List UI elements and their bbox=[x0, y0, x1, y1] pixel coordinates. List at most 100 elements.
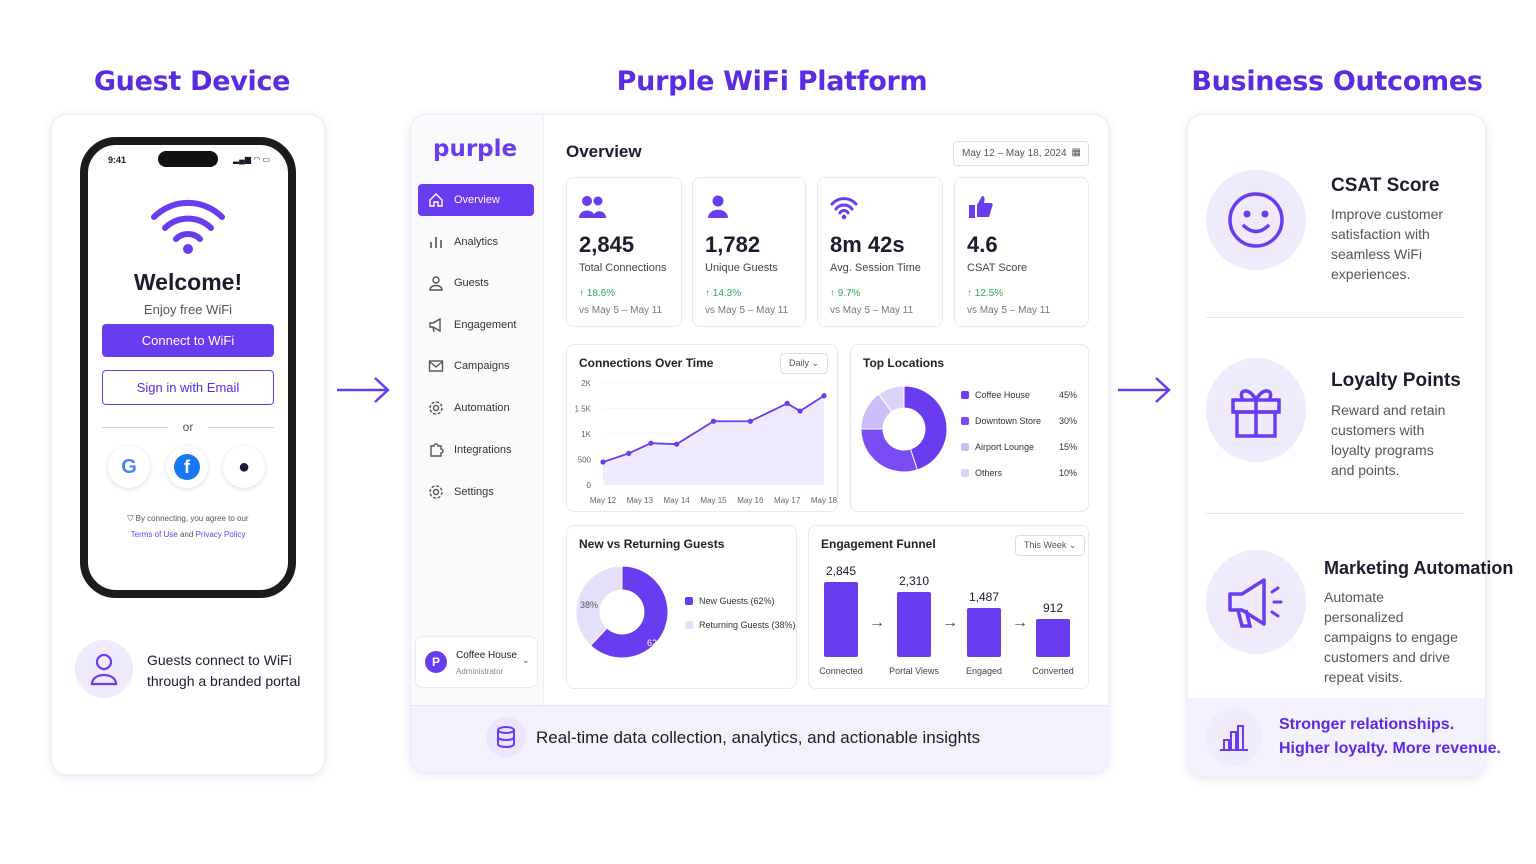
user-icon bbox=[429, 276, 443, 291]
kpi-change: ↑ 14.3% bbox=[705, 288, 742, 299]
chart-title: New vs Returning Guests bbox=[579, 537, 725, 551]
funnel-value: 1,487 bbox=[968, 590, 1000, 605]
legend-swatch bbox=[685, 621, 693, 629]
kpi-card: 2,845 Total Connections ↑ 18.6% vs May 5 – … bbox=[566, 177, 682, 327]
legal-text: ⛉ By connecting, you agree to our bbox=[88, 514, 288, 524]
legend-item: Airport Lounge bbox=[961, 442, 1034, 452]
avatar: P bbox=[425, 651, 447, 673]
guest-caption: Guests connect to WiFi through a branded… bbox=[147, 652, 301, 689]
kpi-comparison: vs May 5 – May 11 bbox=[830, 305, 914, 316]
kpi-comparison: vs May 5 – May 11 bbox=[967, 305, 1051, 316]
kpi-label: Total Connections bbox=[579, 262, 667, 274]
sidebar-item-label: Engagement bbox=[454, 319, 517, 331]
outcome-footer-line1: Stronger relationships. bbox=[1279, 716, 1455, 733]
funnel-label: Engaged bbox=[965, 666, 1003, 676]
legend-value: 10% bbox=[1059, 468, 1078, 478]
outcome-footer-line2: Higher loyalty. More revenue. bbox=[1279, 740, 1501, 757]
date-range-picker[interactable]: May 12 – May 18, 2024 ▦ bbox=[953, 141, 1089, 166]
account-name: Coffee House bbox=[456, 650, 517, 661]
y-tick-label: 0 bbox=[587, 481, 592, 490]
funnel-label: Converted bbox=[1032, 666, 1074, 676]
new-returning-card: New vs Returning Guests 62% 38% New Guest… bbox=[566, 525, 797, 689]
donut-slice-1 bbox=[575, 565, 623, 647]
funnel-value: 2,845 bbox=[825, 564, 857, 578]
top-locations-card: Top Locations Coffee House 45% Downtown St… bbox=[850, 344, 1089, 512]
arrow-right-icon bbox=[337, 377, 390, 403]
facebook-signin-button[interactable]: f bbox=[166, 446, 208, 488]
sign-in-email-button[interactable]: Sign in with Email bbox=[102, 370, 274, 405]
data-point bbox=[710, 418, 717, 424]
locations-donut bbox=[860, 385, 948, 473]
legend-item: Downtown Store bbox=[961, 416, 1041, 426]
data-point bbox=[626, 450, 632, 456]
terms-link[interactable]: Terms of Use bbox=[130, 530, 178, 539]
home-icon bbox=[429, 193, 443, 207]
section-title-guest: Guest Device bbox=[93, 66, 291, 97]
donut-slice-3 bbox=[878, 385, 905, 413]
section-title-platform: Purple WiFi Platform bbox=[616, 66, 928, 97]
donut-slice-0 bbox=[903, 385, 948, 471]
section-title-outcomes: Business Outcomes bbox=[1191, 66, 1483, 97]
sidebar-item-label: Overview bbox=[454, 194, 500, 206]
arrow-right-icon: → bbox=[869, 614, 885, 631]
legend-item: Others bbox=[961, 468, 1002, 478]
chart-title: Engagement Funnel bbox=[821, 537, 936, 551]
google-signin-button[interactable]: G bbox=[108, 446, 150, 488]
connect-wifi-button[interactable]: Connect to WiFi bbox=[102, 324, 274, 357]
line-chart: 0 500 1K 1.5K 2K May 12 May 13 May 14 May 15 May … bbox=[575, 379, 838, 505]
puzzle-icon bbox=[430, 443, 444, 457]
legend-value: 15% bbox=[1059, 442, 1078, 452]
period-value: This Week bbox=[1024, 540, 1067, 550]
gift-icon bbox=[1206, 358, 1306, 462]
kpi-value: 4.6 bbox=[967, 232, 998, 257]
funnel-label: Portal Views bbox=[889, 666, 939, 676]
x-tick-label: May 17 bbox=[774, 496, 801, 505]
privacy-link[interactable]: Privacy Policy bbox=[195, 530, 246, 539]
outcome-desc: Improve customer satisfaction with seaml… bbox=[1331, 206, 1444, 282]
chevron-down-icon: ⌄ bbox=[811, 358, 820, 368]
x-tick-label: May 18 bbox=[811, 496, 838, 505]
interval-dropdown[interactable]: Daily ⌄ bbox=[780, 353, 829, 374]
sidebar-item-settings[interactable]: Settings bbox=[418, 476, 534, 508]
legal-links: Terms of Use and Privacy Policy bbox=[88, 530, 288, 539]
engagement-funnel-card: Engagement Funnel This Week ⌄ 2,845 Conne… bbox=[808, 525, 1089, 689]
kpi-change: ↑ 9.7% bbox=[830, 288, 861, 299]
kpi-change: ↑ 18.6% bbox=[579, 288, 616, 299]
sidebar-item-overview[interactable]: Overview bbox=[418, 184, 534, 216]
purple-logo: purple bbox=[433, 136, 518, 162]
status-icons: ▂▄▆ ◠ ▭ bbox=[233, 155, 270, 164]
bar-chart-icon bbox=[430, 237, 442, 248]
sidebar-item-integrations[interactable]: Integrations bbox=[418, 434, 534, 466]
kpi-value: 8m 42s bbox=[830, 232, 905, 257]
kpi-value: 1,782 bbox=[705, 232, 761, 257]
x-tick-label: May 14 bbox=[664, 496, 691, 505]
data-point bbox=[797, 408, 803, 414]
shield-icon: ⛉ bbox=[127, 514, 136, 523]
sidebar-item-automation[interactable]: Automation bbox=[418, 392, 534, 424]
sidebar-item-analytics[interactable]: Analytics bbox=[418, 226, 534, 258]
legend-label: Downtown Store bbox=[975, 416, 1042, 426]
account-switcher[interactable]: P Coffee House Administrator ⌄ bbox=[415, 636, 538, 688]
and-text: and bbox=[179, 530, 194, 539]
legend-label: New Guests (62%) bbox=[699, 596, 775, 606]
or-label: or bbox=[182, 420, 194, 434]
outcome-title: Marketing Automation bbox=[1324, 558, 1514, 578]
x-tick-label: May 12 bbox=[590, 496, 617, 505]
sidebar-item-guests[interactable]: Guests bbox=[418, 267, 534, 299]
chart-title: Connections Over Time bbox=[579, 356, 714, 370]
data-point bbox=[784, 400, 790, 406]
x-tick-label: May 13 bbox=[627, 496, 654, 505]
outcome-desc: Automate personalized campaigns to engag… bbox=[1324, 589, 1458, 685]
gear-icon bbox=[429, 485, 443, 499]
slice-label: 38% bbox=[580, 600, 598, 610]
data-point bbox=[674, 441, 680, 447]
donut-slice-1 bbox=[860, 428, 918, 473]
mail-icon bbox=[428, 360, 444, 372]
period-dropdown[interactable]: This Week ⌄ bbox=[1015, 535, 1086, 556]
data-point bbox=[600, 459, 606, 465]
sidebar-item-engagement[interactable]: Engagement bbox=[418, 309, 534, 341]
apple-signin-button[interactable]: ● bbox=[223, 446, 265, 488]
sidebar-item-campaigns[interactable]: Campaigns bbox=[418, 350, 534, 382]
funnel-value: 2,310 bbox=[898, 574, 930, 589]
chevron-down-icon: ⌄ bbox=[522, 655, 530, 665]
